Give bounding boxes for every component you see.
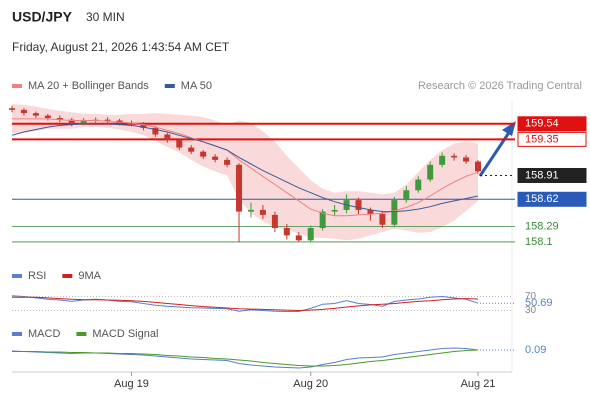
candle-body [259, 209, 266, 215]
candle-body [427, 164, 434, 180]
candle-body [355, 200, 362, 210]
legend-label: RSI [28, 270, 46, 282]
candle-body [152, 127, 159, 135]
legend-label: 9MA [78, 270, 101, 282]
candle-body [379, 214, 386, 225]
candle-body [403, 190, 410, 201]
candle-body [319, 211, 326, 228]
candle-body [439, 155, 446, 165]
level-label: 158.91 [525, 169, 559, 181]
candle-body [391, 200, 398, 225]
candle-body [367, 209, 374, 215]
candle-body [247, 209, 254, 212]
legend-swatch [76, 332, 87, 336]
candle-body [176, 140, 183, 148]
candle-body [224, 159, 231, 165]
y-tick-label: 30 [525, 305, 537, 316]
candle-body [463, 157, 470, 162]
legend-label: MA 50 [181, 80, 212, 92]
copyright: Research © 2026 Trading Central [418, 80, 582, 92]
candle-body [475, 161, 481, 172]
candle-body [236, 164, 243, 212]
level-label: 158.62 [525, 193, 559, 205]
legend-label: MA 20 + Bollinger Bands [28, 80, 149, 92]
x-tick-label: Aug 19 [114, 378, 149, 390]
legend-swatch [12, 274, 22, 278]
indicator-line [12, 349, 479, 367]
legend-swatch [164, 84, 175, 88]
last-value-label: 50.69 [525, 297, 553, 309]
level-label: 159.54 [525, 118, 559, 130]
level-label: 158.1 [525, 236, 553, 248]
candle-body [104, 119, 111, 121]
legend-swatch [12, 84, 22, 88]
candle-body [56, 118, 63, 120]
level-box [517, 116, 587, 132]
legend-swatch [12, 332, 22, 336]
candle-body [80, 120, 87, 124]
x-tick-label: Aug 21 [461, 378, 496, 390]
interval: 30 MIN [86, 10, 125, 24]
symbol: USD/JPY [12, 9, 73, 25]
candle-body [140, 123, 147, 128]
candle-body [331, 209, 338, 212]
ma-line [12, 118, 479, 217]
candle-body [20, 109, 27, 114]
datetime: Friday, August 21, 2026 1:43:54 AM CET [12, 40, 230, 54]
candle-body [451, 155, 458, 158]
x-tick-label: Aug 20 [293, 378, 328, 390]
candle-body [271, 214, 278, 228]
last-value-label: 0.09 [525, 344, 546, 356]
candle-body [212, 156, 219, 160]
legend-label: MACD Signal [92, 328, 158, 340]
level-label: 159.35 [525, 133, 559, 145]
level-box [517, 191, 587, 207]
candle-body [295, 235, 302, 241]
indicator-line [12, 296, 479, 312]
candle-body [32, 113, 39, 116]
candle-body [200, 151, 207, 157]
legend-swatch [62, 274, 73, 278]
legend-label: MACD [28, 328, 60, 340]
candle-body [415, 179, 422, 191]
level-label: 158.29 [525, 220, 559, 232]
level-box [517, 131, 587, 147]
candle-body [283, 228, 290, 236]
candle-body [164, 134, 171, 141]
y-tick-label: 70 [525, 291, 537, 302]
candle-body [9, 108, 15, 110]
candle-body [188, 147, 195, 152]
level-box [517, 167, 587, 183]
candle-body [307, 228, 314, 241]
candle-body [68, 119, 75, 124]
candle-body [44, 115, 51, 119]
ma-line [11, 123, 479, 213]
